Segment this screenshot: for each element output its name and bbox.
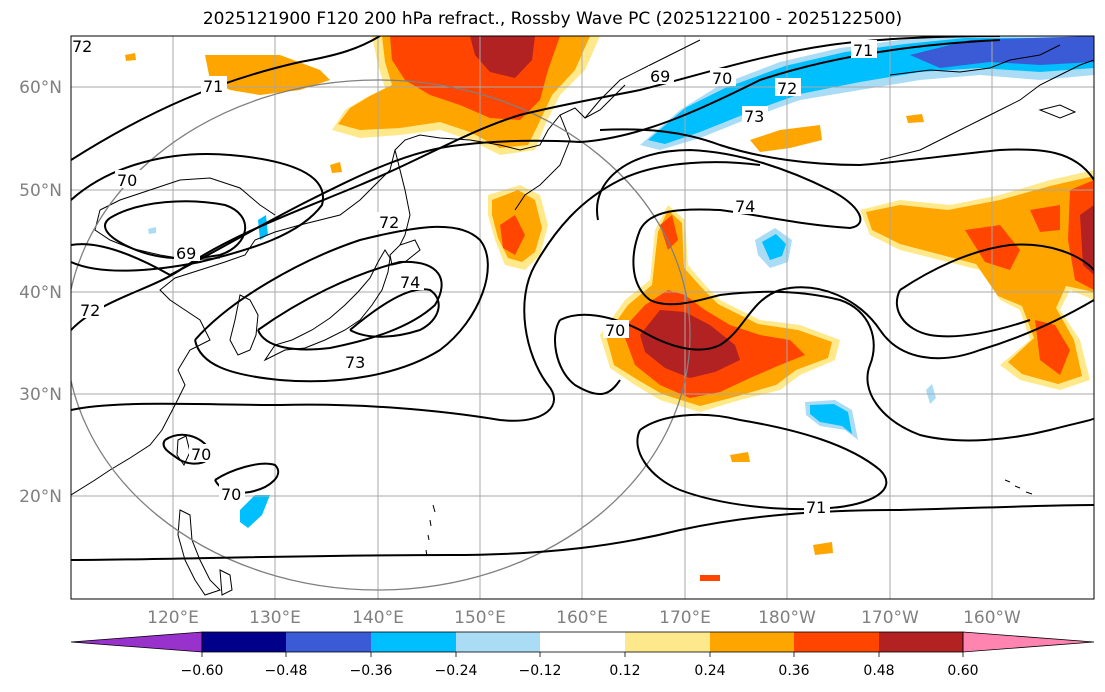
coastlines	[71, 39, 1094, 596]
lat-label: 30°N	[19, 385, 62, 405]
colorbar-high-extend	[962, 631, 1095, 653]
lon-label: 160°E	[556, 608, 608, 628]
radius-circle	[71, 79, 691, 591]
lat-label: 60°N	[19, 78, 62, 98]
positive-anomaly-shading	[125, 36, 1094, 581]
colorbar-low-extend	[70, 631, 203, 653]
colorbar-swatch	[540, 632, 625, 652]
contour-label: 74	[735, 197, 755, 216]
contour-label: 70	[191, 445, 211, 464]
colorbar-tick-label: −0.60	[181, 663, 224, 679]
colorbar-tick-label: −0.12	[519, 663, 562, 679]
refractivity-contours	[71, 36, 1094, 561]
colorbar-swatch	[879, 632, 963, 652]
contour-label: 74	[400, 273, 420, 292]
lon-label: 150°E	[454, 608, 506, 628]
map-title: 2025121900 F120 200 hPa refract., Rossby…	[202, 9, 903, 29]
contour-label: 71	[853, 41, 873, 60]
colorbar-swatch	[371, 632, 456, 652]
lat-label: 20°N	[19, 487, 62, 507]
latitude-axis: 60°N 50°N 40°N 30°N 20°N	[19, 78, 62, 507]
colorbar-swatch	[202, 632, 286, 652]
colorbar-tick-label: 0.12	[609, 663, 640, 679]
colorbar-swatch	[710, 632, 794, 652]
colorbar-swatch	[286, 632, 371, 652]
contour-label: 72	[379, 213, 399, 232]
map-frame	[70, 35, 1095, 600]
contour-label: 72	[777, 79, 797, 98]
contour-label: 70	[712, 69, 732, 88]
contour-label: 69	[176, 244, 196, 263]
lon-label: 130°E	[249, 608, 301, 628]
colorbar-tick-label: 0.36	[778, 663, 809, 679]
contour-label: 69	[650, 67, 670, 86]
negative-anomaly-shading	[148, 36, 1094, 528]
contour-label: 72	[72, 37, 92, 56]
colorbar-swatch	[456, 632, 540, 652]
colorbar-tick-label: 0.48	[863, 663, 894, 679]
colorbar-tick-label: −0.48	[265, 663, 308, 679]
contour-label: 70	[605, 321, 625, 340]
lon-label: 170°W	[861, 608, 919, 628]
lon-label: 160°W	[963, 608, 1021, 628]
contour-label: 71	[806, 498, 826, 517]
contour-labels: 72 71 70 69 72 72 74 73 69 70 72 73 71 7…	[70, 36, 877, 517]
contour-label: 71	[203, 77, 223, 96]
lon-label: 180°W	[758, 608, 816, 628]
lon-label: 140°E	[352, 608, 404, 628]
lon-label: 170°E	[659, 608, 711, 628]
colorbar-swatch	[794, 632, 879, 652]
colorbar-tick-label: 0.60	[947, 663, 978, 679]
contour-label: 73	[345, 353, 365, 372]
contour-label: 70	[117, 171, 137, 190]
colorbar-tick-label: −0.24	[435, 663, 478, 679]
contour-label: 72	[80, 301, 100, 320]
lat-label: 40°N	[19, 283, 62, 303]
longitude-axis: 120°E 130°E 140°E 150°E 160°E 170°E 180°…	[147, 608, 1021, 628]
lat-label: 50°N	[19, 181, 62, 201]
colorbar-swatch	[625, 632, 710, 652]
contour-label: 73	[744, 107, 764, 126]
lon-label: 120°E	[147, 608, 199, 628]
colorbar: −0.60 −0.48 −0.36 −0.24 −0.12 0.12 0.24 …	[70, 631, 1095, 679]
contour-label: 70	[221, 485, 241, 504]
colorbar-tick-label: 0.24	[694, 663, 725, 679]
colorbar-tick-label: −0.36	[350, 663, 393, 679]
